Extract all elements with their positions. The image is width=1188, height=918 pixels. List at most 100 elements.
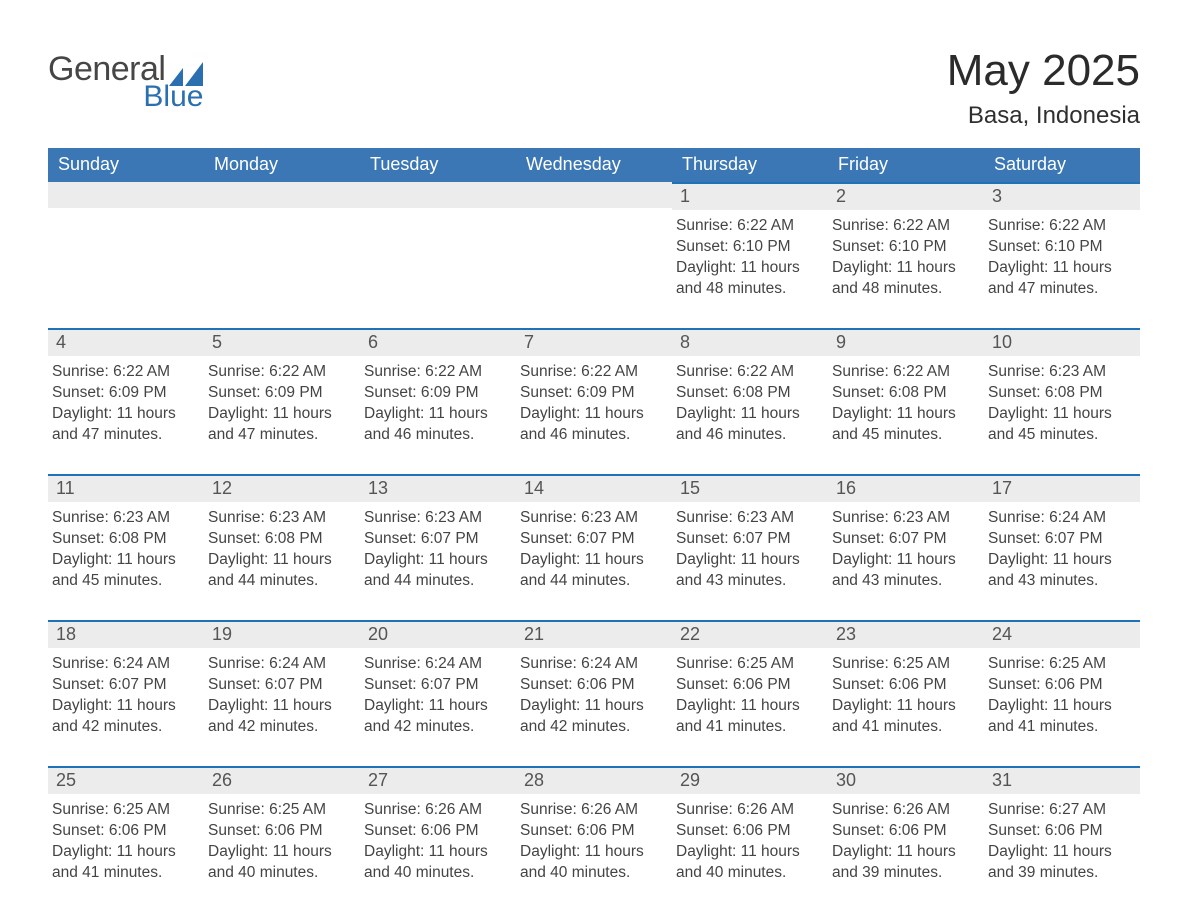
day-number: 17 <box>984 474 1140 502</box>
day-info: Sunrise: 6:25 AMSunset: 6:06 PMDaylight:… <box>204 794 360 890</box>
sunset-line: Sunset: 6:08 PM <box>988 383 1134 404</box>
day-number: 31 <box>984 766 1140 794</box>
sunset-line: Sunset: 6:06 PM <box>832 675 978 696</box>
day-info: Sunrise: 6:23 AMSunset: 6:08 PMDaylight:… <box>984 356 1140 452</box>
day-number: 16 <box>828 474 984 502</box>
sunrise-line: Sunrise: 6:22 AM <box>988 216 1134 237</box>
weekday-header: Saturday <box>984 148 1140 182</box>
day-info: Sunrise: 6:24 AMSunset: 6:07 PMDaylight:… <box>984 502 1140 598</box>
day-number <box>360 182 516 208</box>
daylight-line: Daylight: 11 hours and 46 minutes. <box>364 404 510 446</box>
day-number: 8 <box>672 328 828 356</box>
calendar-day-cell: 27Sunrise: 6:26 AMSunset: 6:06 PMDayligh… <box>360 766 516 912</box>
sunrise-line: Sunrise: 6:22 AM <box>364 362 510 383</box>
sunset-line: Sunset: 6:07 PM <box>364 529 510 550</box>
sunrise-line: Sunrise: 6:26 AM <box>364 800 510 821</box>
sunset-line: Sunset: 6:07 PM <box>208 675 354 696</box>
day-number: 6 <box>360 328 516 356</box>
calendar-week-row: 18Sunrise: 6:24 AMSunset: 6:07 PMDayligh… <box>48 620 1140 766</box>
day-info: Sunrise: 6:26 AMSunset: 6:06 PMDaylight:… <box>360 794 516 890</box>
header-area: General Blue May 2025 Basa, Indonesia <box>48 46 1140 130</box>
day-info: Sunrise: 6:23 AMSunset: 6:07 PMDaylight:… <box>672 502 828 598</box>
daylight-line: Daylight: 11 hours and 41 minutes. <box>676 696 822 738</box>
daylight-line: Daylight: 11 hours and 43 minutes. <box>988 550 1134 592</box>
day-number: 13 <box>360 474 516 502</box>
day-number: 18 <box>48 620 204 648</box>
weekday-header: Friday <box>828 148 984 182</box>
daylight-line: Daylight: 11 hours and 41 minutes. <box>988 696 1134 738</box>
day-number: 5 <box>204 328 360 356</box>
sunrise-line: Sunrise: 6:22 AM <box>832 362 978 383</box>
daylight-line: Daylight: 11 hours and 42 minutes. <box>208 696 354 738</box>
sunset-line: Sunset: 6:08 PM <box>832 383 978 404</box>
calendar-day-cell <box>360 182 516 328</box>
sunrise-line: Sunrise: 6:26 AM <box>520 800 666 821</box>
daylight-line: Daylight: 11 hours and 39 minutes. <box>832 842 978 884</box>
day-info: Sunrise: 6:25 AMSunset: 6:06 PMDaylight:… <box>828 648 984 744</box>
calendar-week-row: 25Sunrise: 6:25 AMSunset: 6:06 PMDayligh… <box>48 766 1140 912</box>
daylight-line: Daylight: 11 hours and 47 minutes. <box>52 404 198 446</box>
sunrise-line: Sunrise: 6:22 AM <box>832 216 978 237</box>
sunset-line: Sunset: 6:06 PM <box>520 821 666 842</box>
day-info: Sunrise: 6:23 AMSunset: 6:07 PMDaylight:… <box>828 502 984 598</box>
day-number: 7 <box>516 328 672 356</box>
day-info: Sunrise: 6:22 AMSunset: 6:10 PMDaylight:… <box>984 210 1140 306</box>
day-number: 24 <box>984 620 1140 648</box>
calendar-day-cell: 22Sunrise: 6:25 AMSunset: 6:06 PMDayligh… <box>672 620 828 766</box>
logo: General Blue <box>48 46 203 112</box>
calendar-day-cell: 13Sunrise: 6:23 AMSunset: 6:07 PMDayligh… <box>360 474 516 620</box>
calendar-week-row: 1Sunrise: 6:22 AMSunset: 6:10 PMDaylight… <box>48 182 1140 328</box>
calendar-day-cell: 1Sunrise: 6:22 AMSunset: 6:10 PMDaylight… <box>672 182 828 328</box>
calendar-day-cell: 5Sunrise: 6:22 AMSunset: 6:09 PMDaylight… <box>204 328 360 474</box>
sunrise-line: Sunrise: 6:24 AM <box>52 654 198 675</box>
sunrise-line: Sunrise: 6:24 AM <box>988 508 1134 529</box>
sunset-line: Sunset: 6:08 PM <box>208 529 354 550</box>
weekday-header: Tuesday <box>360 148 516 182</box>
day-number <box>516 182 672 208</box>
day-number: 1 <box>672 182 828 210</box>
day-number: 10 <box>984 328 1140 356</box>
sunrise-line: Sunrise: 6:25 AM <box>52 800 198 821</box>
day-info: Sunrise: 6:22 AMSunset: 6:09 PMDaylight:… <box>48 356 204 452</box>
daylight-line: Daylight: 11 hours and 40 minutes. <box>676 842 822 884</box>
weekday-header: Thursday <box>672 148 828 182</box>
sunrise-line: Sunrise: 6:23 AM <box>52 508 198 529</box>
calendar-day-cell: 8Sunrise: 6:22 AMSunset: 6:08 PMDaylight… <box>672 328 828 474</box>
calendar-day-cell: 30Sunrise: 6:26 AMSunset: 6:06 PMDayligh… <box>828 766 984 912</box>
calendar-day-cell: 24Sunrise: 6:25 AMSunset: 6:06 PMDayligh… <box>984 620 1140 766</box>
day-info: Sunrise: 6:22 AMSunset: 6:08 PMDaylight:… <box>828 356 984 452</box>
day-info: Sunrise: 6:22 AMSunset: 6:10 PMDaylight:… <box>672 210 828 306</box>
calendar-day-cell <box>516 182 672 328</box>
day-number: 29 <box>672 766 828 794</box>
calendar-day-cell: 31Sunrise: 6:27 AMSunset: 6:06 PMDayligh… <box>984 766 1140 912</box>
sunrise-line: Sunrise: 6:25 AM <box>208 800 354 821</box>
sunrise-line: Sunrise: 6:24 AM <box>208 654 354 675</box>
day-number: 15 <box>672 474 828 502</box>
calendar-day-cell: 2Sunrise: 6:22 AMSunset: 6:10 PMDaylight… <box>828 182 984 328</box>
day-info: Sunrise: 6:26 AMSunset: 6:06 PMDaylight:… <box>516 794 672 890</box>
sunrise-line: Sunrise: 6:23 AM <box>676 508 822 529</box>
calendar-day-cell <box>48 182 204 328</box>
calendar-week-row: 4Sunrise: 6:22 AMSunset: 6:09 PMDaylight… <box>48 328 1140 474</box>
location-subtitle: Basa, Indonesia <box>947 102 1140 130</box>
calendar-day-cell: 16Sunrise: 6:23 AMSunset: 6:07 PMDayligh… <box>828 474 984 620</box>
calendar-day-cell: 21Sunrise: 6:24 AMSunset: 6:06 PMDayligh… <box>516 620 672 766</box>
daylight-line: Daylight: 11 hours and 44 minutes. <box>208 550 354 592</box>
day-number: 9 <box>828 328 984 356</box>
weekday-header: Monday <box>204 148 360 182</box>
month-title: May 2025 <box>947 46 1140 96</box>
sunset-line: Sunset: 6:07 PM <box>988 529 1134 550</box>
sunrise-line: Sunrise: 6:22 AM <box>676 362 822 383</box>
sunrise-line: Sunrise: 6:25 AM <box>988 654 1134 675</box>
daylight-line: Daylight: 11 hours and 44 minutes. <box>520 550 666 592</box>
sunrise-line: Sunrise: 6:22 AM <box>52 362 198 383</box>
daylight-line: Daylight: 11 hours and 40 minutes. <box>364 842 510 884</box>
daylight-line: Daylight: 11 hours and 47 minutes. <box>208 404 354 446</box>
daylight-line: Daylight: 11 hours and 40 minutes. <box>208 842 354 884</box>
sunset-line: Sunset: 6:10 PM <box>676 237 822 258</box>
calendar-day-cell: 12Sunrise: 6:23 AMSunset: 6:08 PMDayligh… <box>204 474 360 620</box>
title-block: May 2025 Basa, Indonesia <box>947 46 1140 130</box>
day-number: 23 <box>828 620 984 648</box>
sunrise-line: Sunrise: 6:27 AM <box>988 800 1134 821</box>
sunrise-line: Sunrise: 6:22 AM <box>676 216 822 237</box>
